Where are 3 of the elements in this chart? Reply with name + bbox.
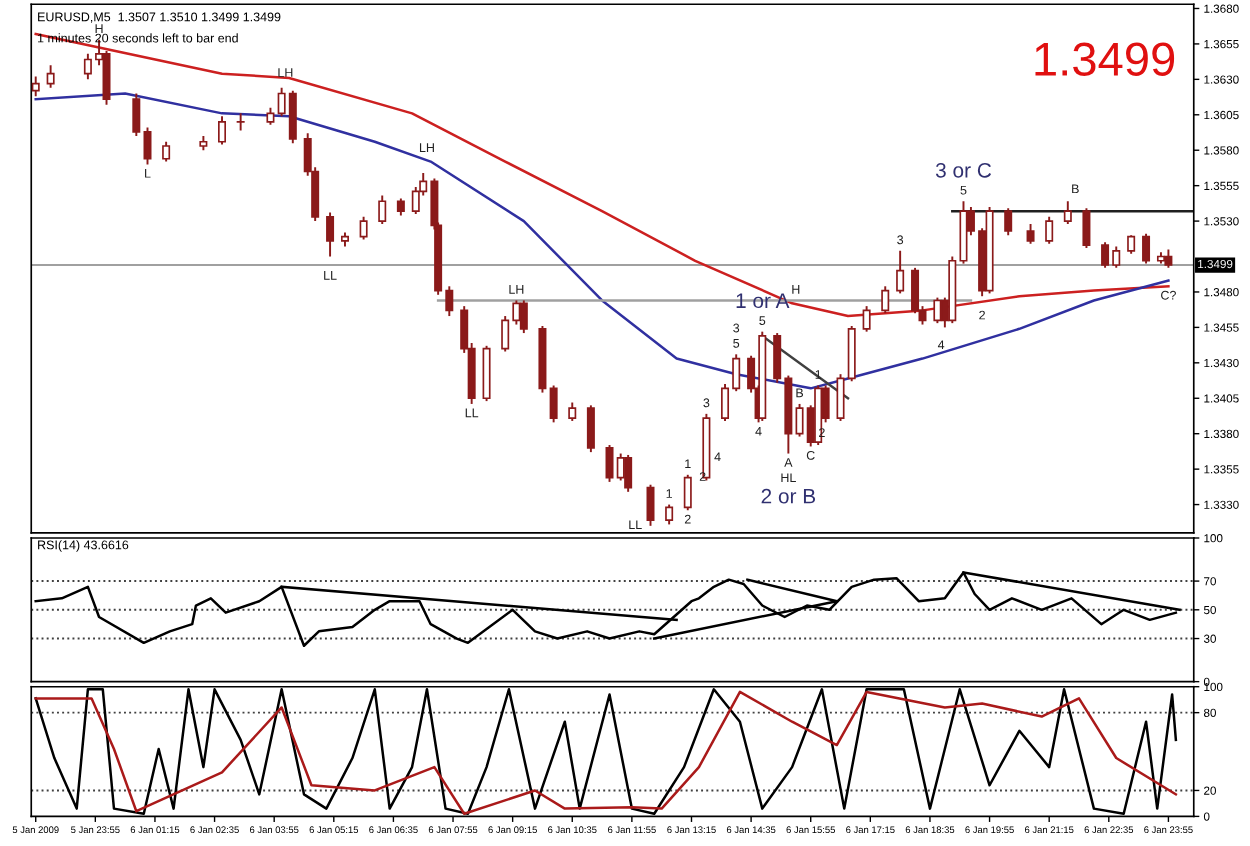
annotation: 1.3499: [1035, 42, 1175, 76]
annotation: 2 or B: [761, 488, 816, 504]
annotation: 3 or C: [935, 162, 992, 178]
